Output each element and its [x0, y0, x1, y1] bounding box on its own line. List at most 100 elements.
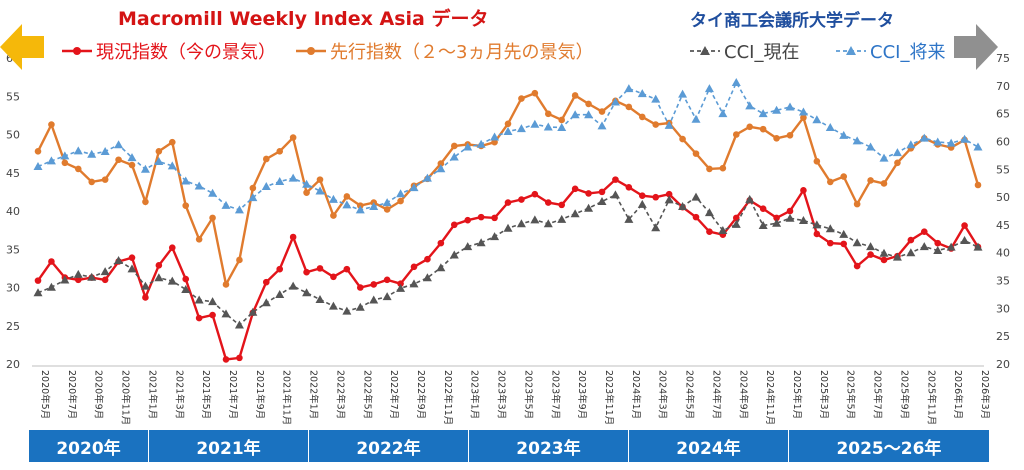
series-point-0 — [961, 222, 968, 229]
series-point-1 — [437, 160, 445, 167]
series-point-0 — [209, 311, 216, 319]
series-point-0 — [128, 254, 136, 261]
series-point-3 — [718, 109, 728, 118]
series-point-3 — [892, 148, 902, 157]
series-point-3 — [704, 84, 714, 93]
series-point-3 — [73, 146, 83, 155]
legend-line-marker-icon — [690, 46, 720, 55]
series-point-2 — [678, 202, 688, 211]
series-point-0 — [437, 239, 445, 247]
y-right-tick-label: 75 — [996, 52, 1010, 65]
series-point-1 — [303, 189, 310, 196]
series-point-1 — [679, 135, 686, 143]
series-point-1 — [746, 123, 754, 131]
series-point-2 — [302, 288, 312, 297]
series-point-0 — [289, 233, 297, 241]
series-point-1 — [706, 165, 713, 173]
series-point-3 — [476, 139, 486, 148]
series-point-0 — [356, 284, 364, 291]
series-point-1 — [249, 184, 257, 192]
series-point-2 — [839, 229, 849, 238]
series-point-2 — [704, 208, 714, 217]
series-point-1 — [155, 148, 163, 155]
series-point-1 — [732, 131, 740, 138]
series-point-2 — [275, 289, 285, 298]
series-point-3 — [248, 193, 258, 202]
series-point-1 — [638, 113, 646, 121]
series-point-0 — [732, 214, 740, 222]
series-point-0 — [477, 213, 485, 221]
series-point-2 — [731, 219, 741, 228]
legend-item-current-index: 現況指数（今の景気） — [62, 38, 276, 64]
x-tick-label: 2025年9月 — [898, 370, 910, 419]
series-point-1 — [101, 176, 109, 183]
series-point-2 — [919, 242, 929, 251]
left-arrow-icon — [0, 24, 44, 70]
series-point-1 — [558, 116, 566, 124]
year-label: 2020年 — [29, 430, 149, 462]
series-point-3 — [33, 161, 43, 170]
series-point-2 — [234, 320, 244, 329]
series-point-0 — [262, 278, 270, 286]
series-point-0 — [638, 192, 646, 199]
series-point-0 — [692, 213, 700, 221]
series-point-0 — [330, 273, 337, 281]
series-point-2 — [33, 288, 43, 297]
series-point-3 — [637, 89, 647, 98]
series-point-3 — [933, 137, 943, 146]
series-point-0 — [773, 214, 780, 222]
series-point-0 — [813, 230, 821, 238]
series-point-3 — [664, 120, 674, 129]
series-point-2 — [624, 214, 634, 223]
year-label: 2023年 — [469, 430, 629, 462]
axes: 2025303540455055602025303540455055606570… — [6, 52, 1010, 425]
series-point-3 — [167, 161, 177, 170]
series-point-3 — [785, 102, 795, 111]
series-point-3 — [288, 173, 298, 182]
series-point-1 — [182, 202, 190, 209]
y-right-tick-label: 40 — [996, 247, 1010, 260]
series-point-3 — [100, 146, 110, 155]
series-point-3 — [584, 110, 594, 119]
x-tick-label: 2020年5月 — [39, 370, 51, 419]
series-point-0 — [491, 214, 498, 222]
series-point-3 — [490, 132, 500, 141]
series-point-0 — [316, 265, 324, 272]
series-point-3 — [503, 126, 513, 135]
series-point-3 — [610, 97, 620, 106]
series-point-3 — [234, 205, 244, 214]
series-point-3 — [221, 200, 231, 209]
y-right-tick-label: 25 — [996, 330, 1010, 343]
series-point-1 — [719, 164, 727, 172]
x-tick-label: 2022年11月 — [442, 370, 454, 425]
year-label: 2021年 — [149, 430, 309, 462]
chart-title-right: タイ商工会議所大学データ — [690, 11, 894, 31]
year-label: 2022年 — [309, 430, 469, 462]
series-point-0 — [558, 201, 566, 209]
series-point-1 — [585, 100, 592, 108]
series-point-3 — [315, 186, 325, 195]
legend-line-marker-icon — [62, 47, 92, 55]
series-point-3 — [691, 114, 701, 123]
series-point-2 — [208, 297, 218, 306]
series-point-1 — [786, 131, 794, 139]
series-point-2 — [960, 235, 970, 244]
series-point-1 — [289, 134, 297, 141]
series-point-3 — [530, 119, 540, 128]
series-point-0 — [826, 239, 834, 247]
series-point-3 — [772, 105, 782, 114]
series-point-3 — [557, 123, 567, 132]
series-point-3 — [946, 138, 956, 147]
series-line-2 — [37, 193, 979, 327]
series-point-3 — [825, 123, 835, 132]
series-point-2 — [866, 242, 876, 251]
series-point-2 — [342, 306, 352, 315]
series-point-2 — [87, 272, 97, 281]
series-point-1 — [61, 159, 69, 167]
x-tick-label: 2021年9月 — [254, 370, 266, 419]
series-point-2 — [422, 273, 432, 282]
series-point-0 — [544, 199, 552, 206]
series-point-3 — [154, 156, 164, 165]
x-tick-label: 2025年7月 — [872, 370, 884, 419]
y-right-tick-label: 60 — [996, 135, 1010, 148]
